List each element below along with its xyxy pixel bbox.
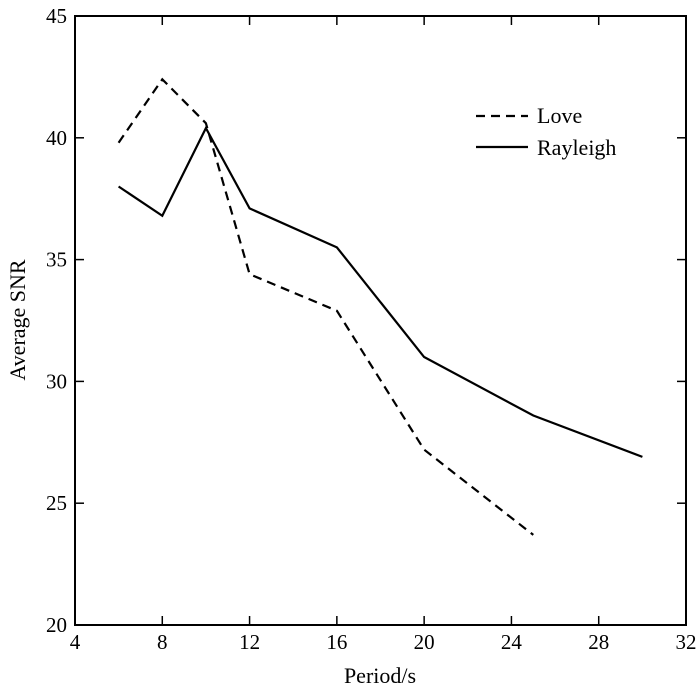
y-tick-label: 40 bbox=[46, 126, 67, 150]
series-line-rayleigh bbox=[117, 125, 643, 458]
x-tick-label: 20 bbox=[414, 630, 435, 654]
x-axis-title: Period/s bbox=[344, 663, 416, 688]
y-tick-label: 35 bbox=[46, 248, 67, 272]
series-line-love bbox=[117, 77, 534, 536]
y-axis-title: Average SNR bbox=[5, 259, 30, 380]
plot-frame bbox=[74, 15, 687, 626]
legend-label-rayleigh: Rayleigh bbox=[537, 135, 616, 160]
y-axis-ticks: 20 25 30 35 40 45 bbox=[46, 4, 686, 637]
x-tick-label: 4 bbox=[70, 630, 81, 654]
x-tick-label: 28 bbox=[588, 630, 609, 654]
x-tick-label: 32 bbox=[676, 630, 697, 654]
y-tick-label: 30 bbox=[46, 369, 67, 393]
x-tick-label: 12 bbox=[239, 630, 260, 654]
y-tick-label: 45 bbox=[46, 4, 67, 28]
y-tick-label: 25 bbox=[46, 491, 67, 515]
legend: Love Rayleigh bbox=[476, 103, 616, 160]
x-tick-label: 16 bbox=[326, 630, 347, 654]
x-tick-label: 8 bbox=[157, 630, 168, 654]
series-layer bbox=[117, 77, 643, 536]
legend-label-love: Love bbox=[537, 103, 582, 128]
y-tick-label: 20 bbox=[46, 613, 67, 637]
x-tick-label: 24 bbox=[501, 630, 523, 654]
x-axis-ticks: 4 8 12 16 20 24 28 32 bbox=[70, 16, 697, 654]
